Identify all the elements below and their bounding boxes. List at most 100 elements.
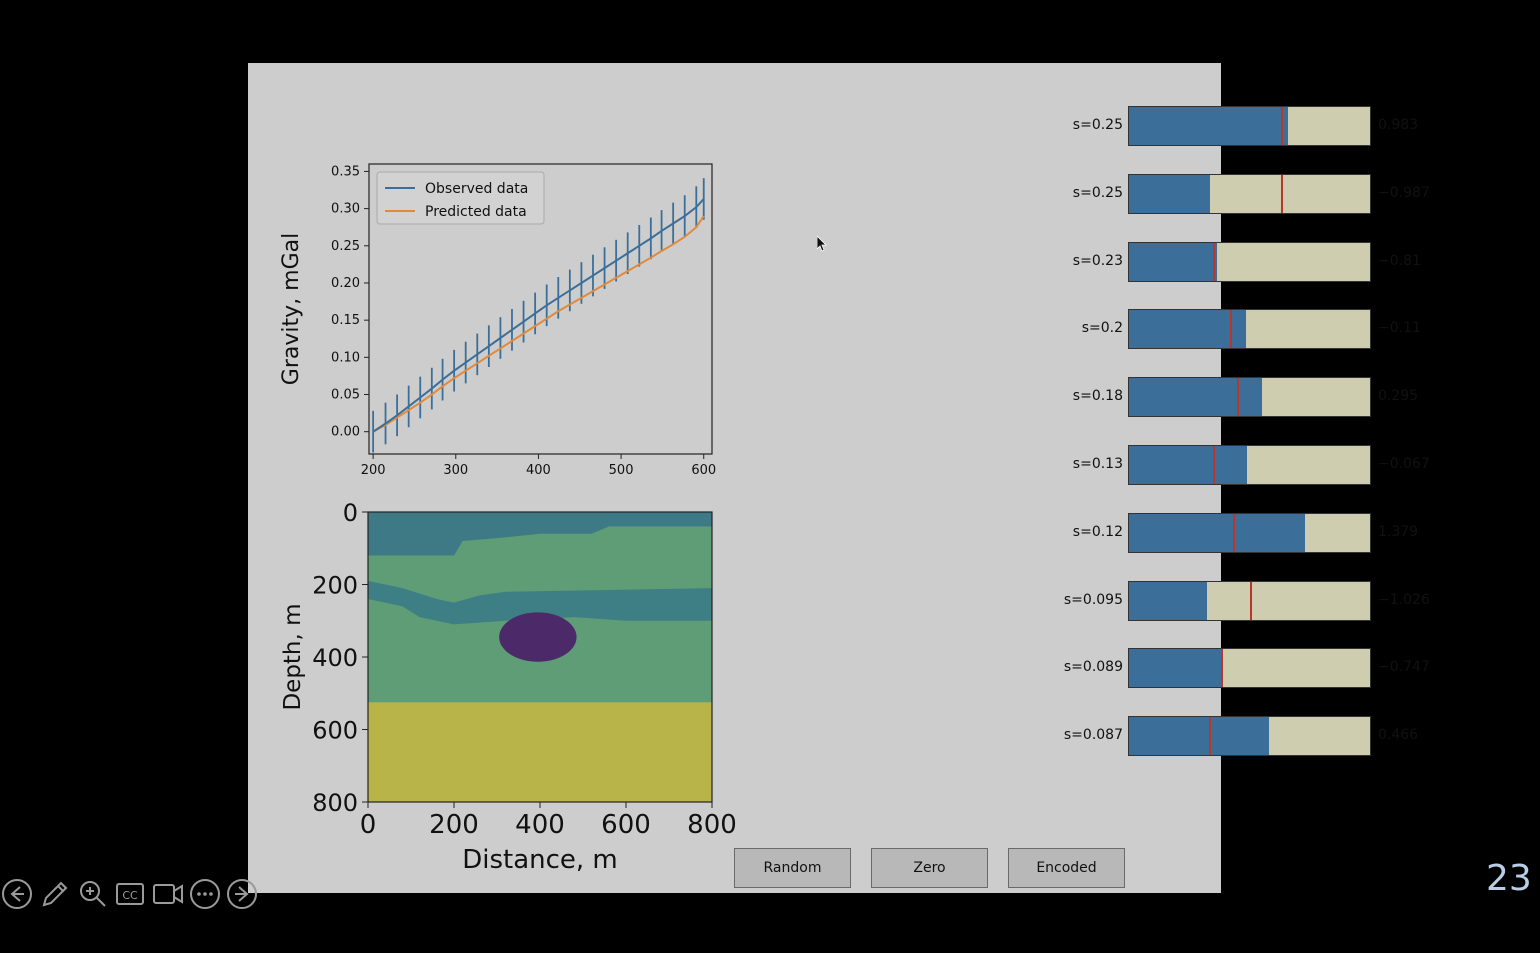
slider-initial-marker xyxy=(1280,107,1283,145)
slider-track[interactable] xyxy=(1128,648,1371,689)
latent-slider-row: s=0.25 −0.987 xyxy=(1048,173,1448,216)
next-icon[interactable] xyxy=(225,877,259,911)
slider-initial-marker xyxy=(1232,513,1235,552)
heatmap-layer xyxy=(368,702,712,802)
x-tick-label: 600 xyxy=(601,810,651,840)
slider-fill xyxy=(1129,513,1305,552)
slider-track[interactable] xyxy=(1128,580,1371,621)
x-tick-label: 400 xyxy=(515,810,565,840)
y-tick-label: 0.30 xyxy=(331,202,360,217)
slider-value: 0.466 xyxy=(1378,727,1419,744)
x-tick-label: 500 xyxy=(609,463,634,478)
x-tick-label: 0 xyxy=(360,810,377,840)
slider-label: s=0.089 xyxy=(1063,659,1123,676)
slider-fill xyxy=(1129,107,1289,145)
slider-initial-marker xyxy=(1220,649,1223,688)
slider-initial-marker xyxy=(1249,581,1252,620)
pen-icon[interactable] xyxy=(38,877,72,911)
heatmap-cells xyxy=(368,512,712,802)
y-tick-label: 0.25 xyxy=(331,239,360,254)
y-tick-label: 0.15 xyxy=(331,313,360,328)
observed-data-line xyxy=(372,198,705,433)
encoded-button[interactable]: Encoded xyxy=(1008,848,1125,888)
latent-slider-row: s=0.12 1.379 xyxy=(1048,512,1448,555)
slider-fill xyxy=(1129,649,1221,688)
video-icon[interactable] xyxy=(151,877,185,911)
slider-fill xyxy=(1129,378,1262,417)
more-icon[interactable] xyxy=(188,877,222,911)
slider-track[interactable] xyxy=(1128,309,1371,350)
x-axis-label: Distance, m xyxy=(462,845,618,875)
x-tick-label: 600 xyxy=(691,463,716,478)
y-tick-label: 0.00 xyxy=(331,425,360,440)
slider-label: s=0.23 xyxy=(1072,252,1123,269)
legend-box xyxy=(376,171,545,225)
gravity-line-chart: 200 300 400 500 600 0.00 0.05 0.10 0.15 0.20 0.25 0… xyxy=(279,163,716,483)
slider-initial-marker xyxy=(1237,378,1240,417)
slider-fill xyxy=(1129,717,1269,756)
x-tick-label: 800 xyxy=(687,810,737,840)
heatmap-anomaly xyxy=(499,612,577,662)
y-tick-label: 0.20 xyxy=(331,276,360,291)
slider-fill xyxy=(1129,581,1208,620)
latent-slider-row: s=0.18 0.295 xyxy=(1048,377,1448,419)
y-tick-label: 200 xyxy=(312,572,358,600)
slider-track[interactable] xyxy=(1128,716,1371,757)
slider-value: −0.067 xyxy=(1378,456,1430,472)
predicted-data-line xyxy=(372,215,705,433)
slider-fill xyxy=(1129,242,1217,281)
y-tick-label: 800 xyxy=(312,789,358,817)
y-axis-label: Depth, m xyxy=(280,603,306,710)
slider-label: s=0.13 xyxy=(1072,456,1123,472)
latent-slider-row: s=0.2 −0.11 xyxy=(1048,309,1448,351)
latent-slider-row: s=0.095 −1.026 xyxy=(1048,580,1448,623)
zero-button[interactable]: Zero xyxy=(871,848,988,888)
y-axis-label: Gravity, mGal xyxy=(279,233,304,385)
latent-slider-row: s=0.23 −0.81 xyxy=(1048,241,1448,284)
slider-fill xyxy=(1129,310,1246,349)
latent-slider-row: s=0.13 −0.067 xyxy=(1048,445,1448,487)
heatmap-layer xyxy=(368,580,712,625)
previous-icon[interactable] xyxy=(0,877,34,911)
slider-label: s=0.095 xyxy=(1063,591,1123,608)
slider-value: −0.747 xyxy=(1378,659,1430,676)
slider-value: −0.11 xyxy=(1378,320,1421,337)
slider-label: s=0.18 xyxy=(1072,388,1123,405)
heatmap-layer xyxy=(368,512,712,556)
y-tick-label: 0 xyxy=(343,503,358,527)
random-button[interactable]: Random xyxy=(734,848,851,888)
x-tick-label: 400 xyxy=(526,463,551,478)
slider-initial-marker xyxy=(1213,446,1216,484)
svg-text:CC: CC xyxy=(122,889,138,902)
slider-track[interactable] xyxy=(1128,445,1371,485)
slider-value: −1.026 xyxy=(1378,591,1430,608)
slider-track[interactable] xyxy=(1128,377,1371,418)
slider-fill xyxy=(1129,446,1248,484)
slider-track[interactable] xyxy=(1128,173,1371,214)
slider-label: s=0.2 xyxy=(1081,320,1123,337)
slider-value: −0.81 xyxy=(1378,252,1421,269)
latent-slider-row: s=0.25 0.983 xyxy=(1048,106,1448,148)
slider-initial-marker xyxy=(1280,174,1283,213)
slider-track[interactable] xyxy=(1128,241,1371,282)
slider-track[interactable] xyxy=(1128,512,1371,553)
chart-legend: Observed data Predicted data xyxy=(376,171,545,225)
y-tick-label: 0.05 xyxy=(331,388,360,403)
y-tick-label: 0.10 xyxy=(331,350,360,365)
zoom-icon[interactable] xyxy=(76,877,110,911)
slider-value: 1.379 xyxy=(1378,523,1419,540)
slider-initial-marker xyxy=(1230,310,1233,349)
mouse-cursor-icon xyxy=(816,235,827,252)
captions-icon[interactable]: CC xyxy=(113,877,147,911)
slider-track[interactable] xyxy=(1128,106,1371,146)
x-tick-label: 200 xyxy=(429,810,479,840)
slider-initial-marker xyxy=(1208,717,1211,756)
slider-value: 0.295 xyxy=(1378,388,1419,405)
slider-value: 0.983 xyxy=(1378,117,1419,133)
slider-label: s=0.12 xyxy=(1072,523,1123,540)
y-tick-label: 0.35 xyxy=(331,164,360,179)
x-axis-label: Distance, m xyxy=(481,480,601,483)
y-tick-label: 400 xyxy=(312,644,358,672)
slider-label: s=0.25 xyxy=(1072,117,1123,133)
